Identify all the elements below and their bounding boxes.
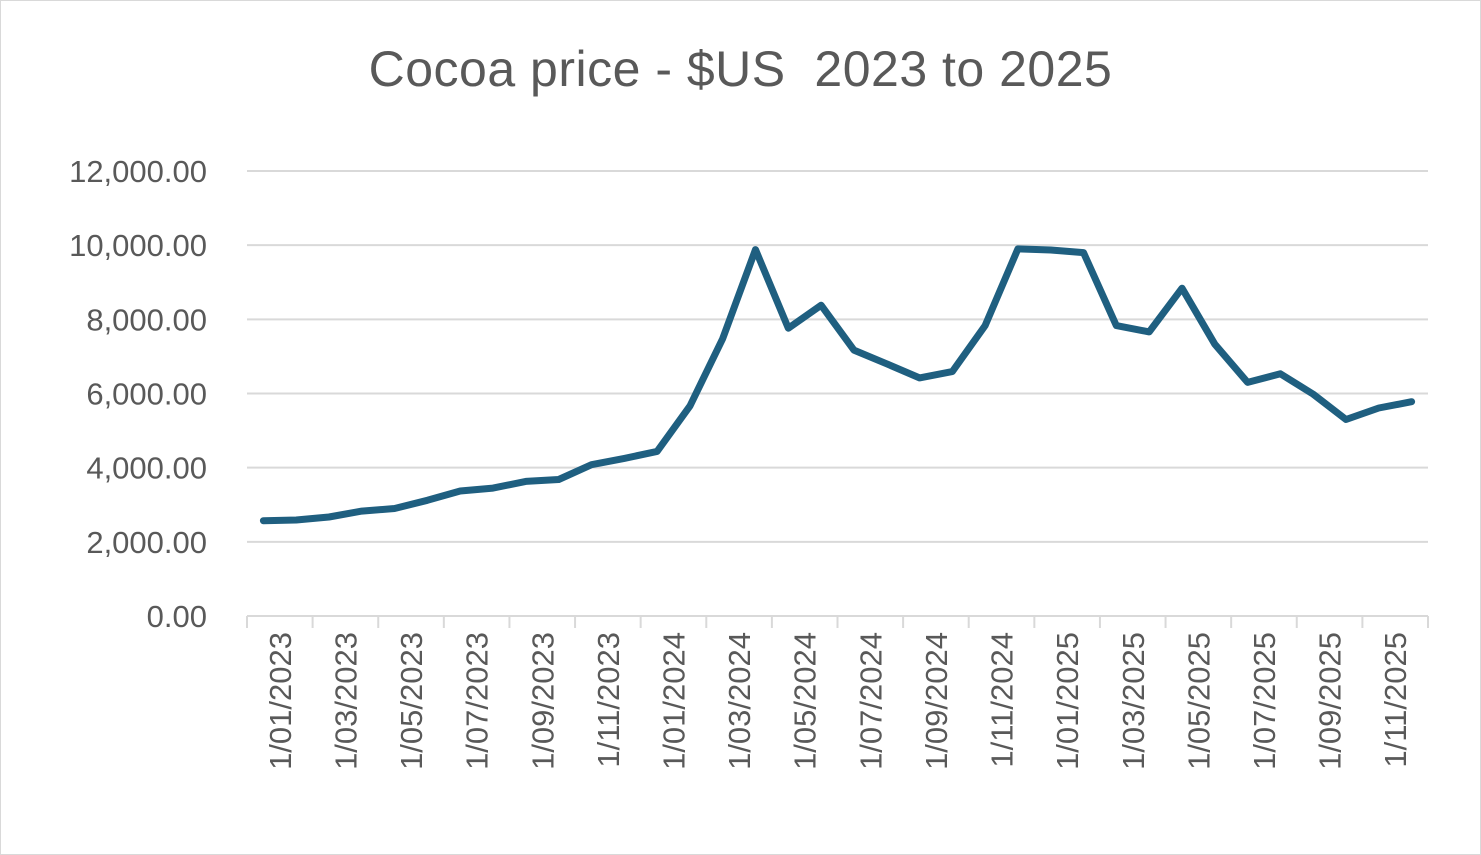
series-line xyxy=(259,245,1416,525)
y-axis: 0.00 2,000.00 4,000.00 6,000.00 8,000.00 10,0… xyxy=(69,154,207,634)
y-tick-label: 2,000.00 xyxy=(86,525,207,560)
data-point xyxy=(522,478,529,485)
y-tick-label: 12,000.00 xyxy=(69,154,207,189)
data-point xyxy=(326,513,333,520)
x-tick-label: 1/09/2023 xyxy=(525,632,560,770)
data-point xyxy=(555,476,562,483)
x-tick-label: 1/11/2024 xyxy=(985,632,1020,768)
data-point xyxy=(1146,328,1153,335)
data-point xyxy=(1014,245,1021,252)
data-point xyxy=(785,325,792,332)
x-tick-label: 1/01/2025 xyxy=(1050,632,1085,770)
x-tick-label: 1/07/2023 xyxy=(460,632,495,770)
data-point xyxy=(916,374,923,381)
x-tick-label: 1/09/2024 xyxy=(919,632,954,770)
x-tick-label: 1/09/2025 xyxy=(1313,632,1348,770)
data-point xyxy=(490,485,497,492)
y-tick-label: 6,000.00 xyxy=(86,377,207,412)
x-tick-label: 1/03/2025 xyxy=(1116,632,1151,770)
data-point xyxy=(1375,404,1382,411)
x-tick-label: 1/11/2023 xyxy=(591,632,626,768)
data-point xyxy=(850,347,857,354)
data-point xyxy=(293,516,300,523)
x-tick-label: 1/05/2023 xyxy=(394,632,429,770)
x-tick-label: 1/07/2025 xyxy=(1247,632,1282,770)
data-point xyxy=(1211,341,1218,348)
data-point xyxy=(818,302,825,309)
data-point xyxy=(588,461,595,468)
data-point xyxy=(686,403,693,410)
data-point xyxy=(621,455,628,462)
x-tick-label: 1/03/2023 xyxy=(328,632,363,770)
data-point xyxy=(719,335,726,342)
y-tick-label: 4,000.00 xyxy=(86,451,207,486)
data-point xyxy=(1310,391,1317,398)
data-point xyxy=(654,448,661,455)
data-point xyxy=(752,246,759,253)
x-tick-label: 1/01/2024 xyxy=(656,632,691,770)
x-tick-label: 1/07/2024 xyxy=(853,632,888,770)
x-tick-label: 1/05/2025 xyxy=(1181,632,1216,770)
data-point xyxy=(949,368,956,375)
x-tick-label: 1/05/2024 xyxy=(788,632,823,770)
data-point xyxy=(1342,416,1349,423)
data-point xyxy=(424,497,431,504)
x-tick-label: 1/11/2025 xyxy=(1378,632,1413,768)
data-point xyxy=(260,517,267,524)
data-point xyxy=(457,488,464,495)
data-point xyxy=(1408,398,1415,405)
data-point xyxy=(1244,379,1251,386)
data-point xyxy=(391,505,398,512)
plot-area xyxy=(259,245,1416,525)
data-point xyxy=(1080,249,1087,256)
data-point xyxy=(982,322,989,329)
x-tick-label: 1/01/2023 xyxy=(263,632,298,770)
y-tick-label: 0.00 xyxy=(147,599,207,634)
data-point xyxy=(883,360,890,367)
y-tick-label: 8,000.00 xyxy=(86,302,207,337)
chart-title: Cocoa price - $US 2023 to 2025 xyxy=(368,41,1113,97)
data-point xyxy=(1178,285,1185,292)
y-tick-label: 10,000.00 xyxy=(69,228,207,263)
data-point xyxy=(1113,322,1120,329)
x-tick-label: 1/03/2024 xyxy=(722,632,757,770)
data-point xyxy=(1277,370,1284,377)
data-point xyxy=(358,508,365,515)
gridlines xyxy=(247,170,1428,543)
x-axis: 1/01/2023 1/03/2023 1/05/2023 1/07/2023 1/09… xyxy=(246,615,1429,770)
data-point xyxy=(1047,246,1054,253)
